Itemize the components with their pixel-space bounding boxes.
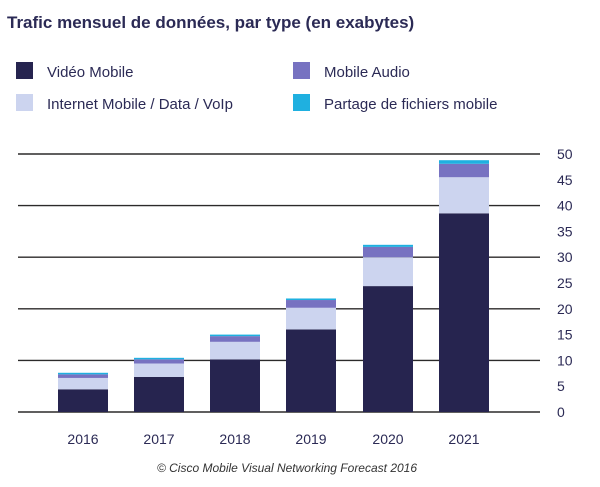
y-tick-label-10: 10: [557, 352, 573, 368]
bar-2019-mobile-audio: [286, 300, 336, 308]
legend-swatch-video-mobile: [16, 62, 33, 79]
legend-label-partage-fichiers: Partage de fichiers mobile: [324, 96, 497, 113]
y-tick-label-45: 45: [557, 172, 573, 188]
y-tick-label-25: 25: [557, 275, 573, 291]
bar-2017-video-mobile: [134, 376, 184, 412]
x-axis: 2016 2017 2018 2019 2020 2021: [67, 431, 479, 447]
y-tick-label-20: 20: [557, 301, 573, 317]
bar-2020-video-mobile: [363, 286, 413, 412]
y-tick-label-40: 40: [557, 198, 573, 214]
bar-2018-mobile-audio: [210, 336, 260, 342]
bar-2019-video-mobile: [286, 329, 336, 412]
bar-2019-internet-mobile-data-voip: [286, 307, 336, 330]
x-tick-label-2017: 2017: [143, 431, 174, 447]
x-tick-label-2020: 2020: [372, 431, 403, 447]
y-axis: 0 5 10 15 20 25 30 35 40 45 50: [557, 146, 573, 420]
x-tick-label-2019: 2019: [295, 431, 326, 447]
y-tick-label-15: 15: [557, 327, 573, 343]
legend: Vidéo Mobile Internet Mobile / Data / Vo…: [16, 62, 497, 113]
x-tick-label-2018: 2018: [219, 431, 250, 447]
bar-2018-video-mobile: [210, 359, 260, 412]
legend-swatch-internet-mobile: [16, 94, 33, 111]
y-tick-label-30: 30: [557, 249, 573, 265]
bar-2018-partage-de-fichiers-mobile: [210, 334, 260, 337]
bar-2018-internet-mobile-data-voip: [210, 341, 260, 360]
bar-2021-mobile-audio: [439, 163, 489, 178]
bar-2021-partage-de-fichiers-mobile: [439, 160, 489, 164]
bar-2021-video-mobile: [439, 213, 489, 412]
bar-2016-partage-de-fichiers-mobile: [58, 372, 108, 375]
bar-2017-internet-mobile-data-voip: [134, 363, 184, 377]
chart-title: Trafic mensuel de données, par type (en …: [7, 13, 414, 32]
y-tick-label-50: 50: [557, 146, 573, 162]
bar-2016-internet-mobile-data-voip: [58, 377, 108, 390]
bar-2019-partage-de-fichiers-mobile: [286, 298, 336, 301]
bar-2016-mobile-audio: [58, 374, 108, 378]
bar-2020-mobile-audio: [363, 246, 413, 258]
bars: [58, 160, 489, 412]
y-tick-label-0: 0: [557, 404, 565, 420]
bar-2017-partage-de-fichiers-mobile: [134, 357, 184, 360]
legend-label-internet-mobile: Internet Mobile / Data / VoIp: [47, 96, 233, 113]
legend-swatch-partage-fichiers: [293, 94, 310, 111]
legend-swatch-mobile-audio: [293, 62, 310, 79]
y-tick-label-35: 35: [557, 223, 573, 239]
legend-label-video-mobile: Vidéo Mobile: [47, 64, 133, 81]
y-tick-label-5: 5: [557, 378, 565, 394]
source-note: © Cisco Mobile Visual Networking Forecas…: [157, 461, 417, 475]
x-tick-label-2021: 2021: [448, 431, 479, 447]
bar-2016-video-mobile: [58, 389, 108, 412]
bar-2020-partage-de-fichiers-mobile: [363, 244, 413, 247]
bar-2020-internet-mobile-data-voip: [363, 257, 413, 287]
legend-label-mobile-audio: Mobile Audio: [324, 64, 410, 81]
bar-2017-mobile-audio: [134, 359, 184, 364]
bar-2021-internet-mobile-data-voip: [439, 177, 489, 214]
x-tick-label-2016: 2016: [67, 431, 98, 447]
